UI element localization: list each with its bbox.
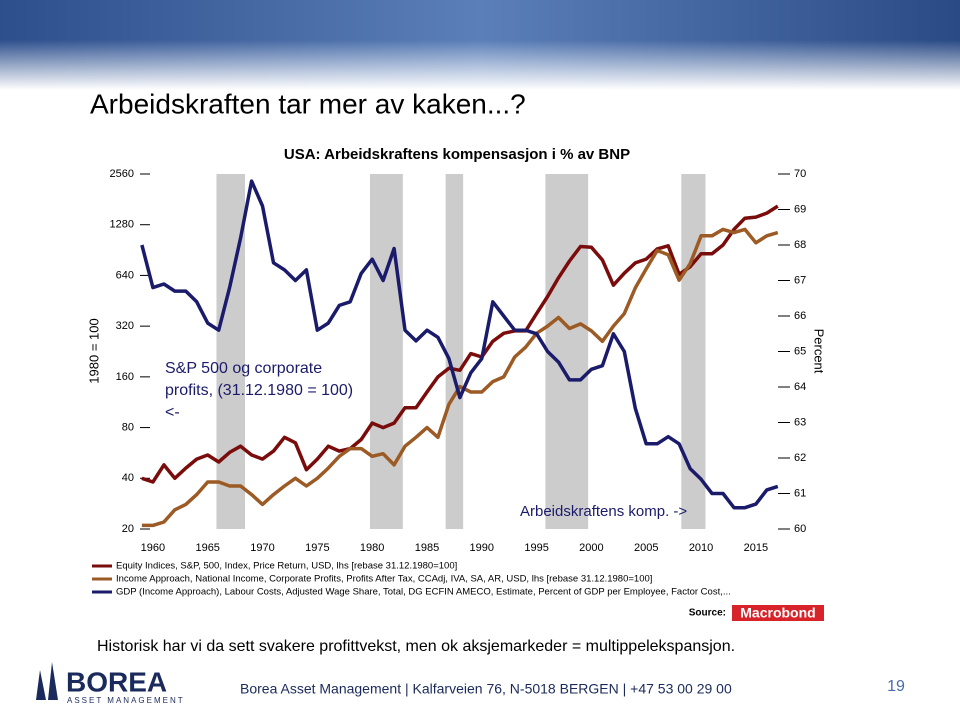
annotation: profits, (31.12.1980 = 100)	[165, 382, 353, 399]
x-tick-label: 1970	[250, 542, 274, 554]
source: Macrobond	[740, 605, 815, 621]
x-tick-label: 2005	[634, 542, 658, 554]
x-tick-label: 1995	[524, 542, 548, 554]
shaded-period	[445, 174, 464, 529]
legend-label: Income Approach, National Income, Corpor…	[116, 574, 652, 585]
y-tick-label: 2560	[110, 168, 134, 180]
legend-label: GDP (Income Approach), Labour Costs, Adj…	[116, 587, 731, 598]
y-tick-label: 20	[122, 523, 134, 535]
slide-title: Arbeidskraften tar mer av kaken...?	[90, 88, 526, 119]
x-tick-label: 1985	[415, 542, 439, 554]
y2-tick-label: 63	[794, 416, 806, 428]
logo-mark	[36, 670, 46, 700]
y2-tick-label: 64	[794, 381, 806, 393]
legend: Equity Indices, S&P, 500, Index, Price R…	[92, 561, 731, 598]
annotation: <-	[165, 404, 180, 421]
y2-tick-label: 60	[794, 523, 806, 535]
legend-label: Equity Indices, S&P, 500, Index, Price R…	[116, 561, 457, 572]
annotation: Arbeidskraftens komp. ->	[520, 503, 687, 520]
footer: Borea Asset Management | Kalfarveien 76,…	[240, 681, 732, 697]
shaded-period	[216, 174, 245, 529]
y-tick-label: 80	[122, 421, 134, 433]
annotation: S&P 500 og corporate	[165, 360, 322, 377]
page-number: 19	[887, 678, 905, 695]
y2-tick-label: 69	[794, 203, 806, 215]
x-tick-label: 1965	[195, 542, 219, 554]
x-tick-label: 1990	[470, 542, 494, 554]
y-tick-label: 40	[122, 472, 134, 484]
banner-fade	[0, 40, 960, 90]
y2-tick-label: 65	[794, 345, 806, 357]
source-label: Source:	[689, 608, 726, 619]
y2-tick-label: 70	[794, 168, 806, 180]
logo: BOREA ASSET MANAGEMENT	[36, 662, 185, 705]
y-axis-label: 1980 = 100	[86, 318, 101, 383]
logo-mark	[48, 662, 58, 700]
chart-title: USA: Arbeidskraftens kompensasjon i % av…	[284, 146, 630, 163]
shaded-period	[369, 174, 403, 529]
series-line	[140, 179, 779, 510]
y2-tick-label: 67	[794, 274, 806, 286]
y2-tick-label: 62	[794, 452, 806, 464]
x-tick-label: 2015	[744, 542, 768, 554]
y2-axis-label: Percent	[812, 329, 827, 374]
plot: 20 40 80 160 320 640 1280 2560 60 61 62 63 64 65 66 67 6…	[110, 168, 807, 554]
x-tick-label: 2000	[579, 542, 603, 554]
x-tick-label: 1980	[360, 542, 384, 554]
series-line	[141, 227, 779, 528]
shaded-period	[681, 174, 706, 529]
y2-tick-label: 66	[794, 310, 806, 322]
logo-tagline: ASSET MANAGEMENT	[67, 696, 185, 705]
y2-tick-label: 61	[794, 487, 806, 499]
y-tick-label: 160	[116, 371, 134, 383]
y-tick-label: 320	[116, 320, 134, 332]
x-tick-label: 1960	[141, 542, 165, 554]
shaded-period	[545, 174, 589, 529]
y-tick-label: 640	[116, 269, 134, 281]
caption: Historisk har vi da sett svakere profitt…	[97, 638, 735, 655]
y2-tick-label: 68	[794, 239, 806, 251]
x-tick-label: 1975	[305, 542, 329, 554]
x-tick-label: 2010	[689, 542, 713, 554]
y-tick-label: 1280	[110, 219, 134, 231]
source-badge	[732, 605, 824, 621]
series-line	[141, 204, 779, 484]
logo-name: BOREA	[66, 666, 167, 697]
